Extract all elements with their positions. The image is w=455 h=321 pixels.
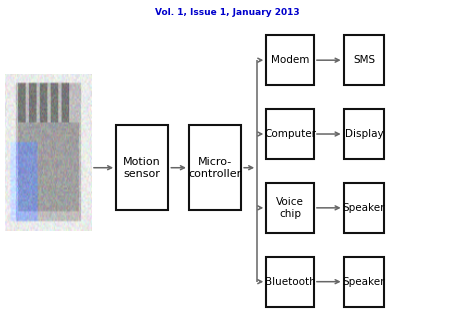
FancyBboxPatch shape	[266, 109, 314, 159]
Text: SMS: SMS	[353, 55, 375, 65]
Text: Bluetooth: Bluetooth	[265, 277, 315, 287]
FancyBboxPatch shape	[344, 183, 384, 233]
Text: Modem: Modem	[271, 55, 309, 65]
FancyBboxPatch shape	[266, 35, 314, 85]
FancyBboxPatch shape	[5, 74, 91, 231]
FancyBboxPatch shape	[266, 183, 314, 233]
FancyBboxPatch shape	[116, 125, 168, 210]
FancyBboxPatch shape	[266, 257, 314, 307]
FancyBboxPatch shape	[189, 125, 241, 210]
Text: Speaker: Speaker	[343, 203, 385, 213]
FancyBboxPatch shape	[344, 35, 384, 85]
FancyBboxPatch shape	[344, 257, 384, 307]
FancyBboxPatch shape	[344, 109, 384, 159]
Text: Display: Display	[345, 129, 383, 139]
Text: Voice
chip: Voice chip	[276, 197, 304, 219]
Text: Speaker: Speaker	[343, 277, 385, 287]
Text: Micro-
controller: Micro- controller	[188, 157, 242, 179]
Text: Motion
sensor: Motion sensor	[123, 157, 161, 179]
Text: Computer: Computer	[264, 129, 316, 139]
Text: Vol. 1, Issue 1, January 2013: Vol. 1, Issue 1, January 2013	[155, 8, 300, 17]
